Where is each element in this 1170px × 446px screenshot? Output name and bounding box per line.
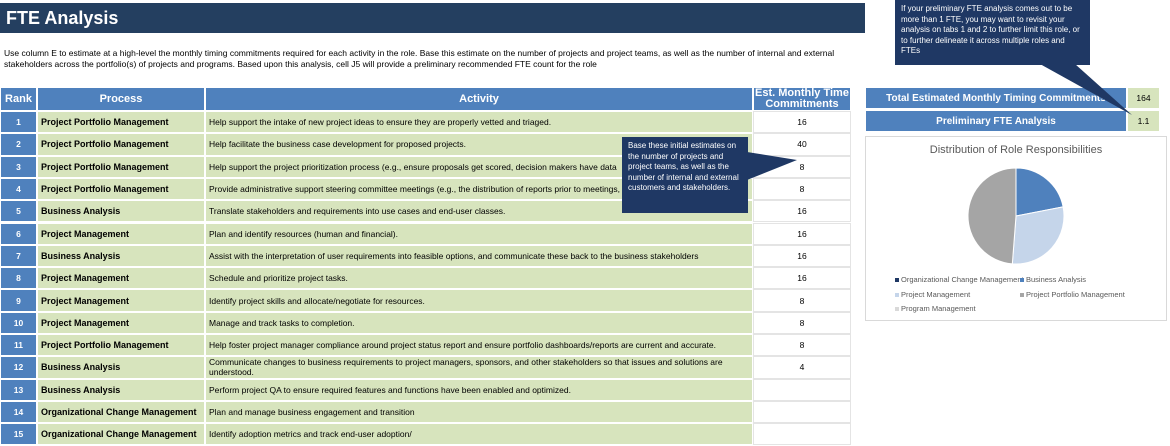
legend-swatch	[895, 293, 899, 297]
pie-chart: Distribution of Role Responsibilities Or…	[895, 144, 1126, 313]
commitment-cell	[753, 378, 851, 401]
activity-cell: Identify project skills and allocate/neg…	[205, 289, 753, 312]
callout: If your preliminary FTE analysis comes o…	[895, 0, 1090, 65]
activity-cell: Identify adoption metrics and track end-…	[205, 423, 753, 446]
commitment-cell: 8	[753, 334, 851, 357]
commitment-cell: 16	[753, 200, 851, 223]
process-cell: Project Management	[37, 289, 205, 312]
activity-cell: Help foster project manager compliance a…	[205, 334, 753, 357]
commitment-cell: 8	[753, 177, 851, 201]
title-bar: FTE Analysis	[0, 3, 865, 33]
commitment-cell: 16	[753, 267, 851, 290]
rank-cell: 7	[0, 244, 37, 268]
activity-cell: Assist with the interpretation of user r…	[205, 244, 753, 268]
process-cell: Project Portfolio Management	[37, 111, 205, 134]
process-cell: Business Analysis	[37, 244, 205, 268]
process-cell: Business Analysis	[37, 200, 205, 223]
rank-cell: 8	[0, 267, 37, 290]
process-cell: Business Analysis	[37, 378, 205, 401]
column-header: Activity	[205, 87, 753, 111]
summary-value: 1.1	[1127, 110, 1160, 132]
rank-cell: 3	[0, 155, 37, 178]
pie-slice	[1011, 206, 1065, 265]
rank-cell: 1	[0, 111, 37, 134]
legend-swatch	[895, 278, 899, 282]
legend-swatch	[895, 307, 899, 311]
rank-cell: 12	[0, 356, 37, 379]
commitment-cell: 8	[753, 311, 851, 334]
process-cell: Project Portfolio Management	[37, 334, 205, 357]
pie-slice	[1015, 167, 1064, 217]
commitment-cell: 4	[753, 356, 851, 379]
summary-label: Preliminary FTE Analysis	[865, 110, 1127, 132]
legend-label: Program Management	[901, 304, 977, 313]
rank-cell: 14	[0, 400, 37, 424]
activity-cell: Translate stakeholders and requirements …	[205, 200, 753, 223]
commitment-cell: 8	[753, 155, 851, 178]
activity-cell: Manage and track tasks to completion.	[205, 311, 753, 334]
commitment-cell: 16	[753, 244, 851, 268]
legend-label: Project Portfolio Management	[1026, 290, 1126, 299]
process-cell: Project Portfolio Management	[37, 155, 205, 178]
process-cell: Project Management	[37, 267, 205, 290]
process-cell: Organizational Change Management	[37, 423, 205, 446]
chart-title: Distribution of Role Responsibilities	[930, 144, 1103, 156]
rank-cell: 4	[0, 177, 37, 201]
process-cell: Business Analysis	[37, 356, 205, 379]
process-cell: Project Portfolio Management	[37, 133, 205, 156]
activity-cell: Help facilitate the business case develo…	[205, 133, 753, 156]
activity-cell: Provide administrative support steering …	[205, 177, 753, 201]
legend-swatch	[1020, 278, 1024, 282]
legend-label: Project Management	[901, 290, 971, 299]
chart-box: Distribution of Role Responsibilities Or…	[865, 136, 1167, 321]
activity-cell: Communicate changes to business requirem…	[205, 356, 753, 379]
process-cell: Project Management	[37, 222, 205, 245]
rank-cell: 13	[0, 378, 37, 401]
activity-cell: Schedule and prioritize project tasks.	[205, 267, 753, 290]
activity-cell: Perform project QA to ensure required fe…	[205, 378, 753, 401]
rank-cell: 10	[0, 311, 37, 334]
legend-label: Business Analysis	[1026, 275, 1086, 284]
column-header: Process	[37, 87, 205, 111]
commitment-cell: 40	[753, 133, 851, 156]
title: FTE Analysis	[6, 8, 119, 28]
callout: Base these initial estimates on the numb…	[622, 137, 748, 213]
activity-cell: Help support the intake of new project i…	[205, 111, 753, 134]
rank-cell: 6	[0, 222, 37, 245]
summary-value: 164	[1127, 87, 1160, 109]
rank-cell: 9	[0, 289, 37, 312]
process-cell: Organizational Change Management	[37, 400, 205, 424]
intro-text: Use column E to estimate at a high-level…	[4, 48, 835, 69]
rank-cell: 11	[0, 334, 37, 357]
process-cell: Project Management	[37, 311, 205, 334]
commitment-cell: 8	[753, 289, 851, 312]
legend-swatch	[1020, 293, 1024, 297]
column-header: Rank	[0, 87, 37, 111]
rank-cell: 15	[0, 423, 37, 446]
legend-label: Organizational Change Management	[901, 275, 1024, 284]
commitment-cell	[753, 400, 851, 424]
commitment-cell	[753, 423, 851, 446]
rank-cell: 2	[0, 133, 37, 156]
summary-label: Total Estimated Monthly Timing Commitmen…	[865, 87, 1127, 109]
column-header: Est. Monthly Time Commitments	[753, 87, 851, 111]
process-cell: Project Portfolio Management	[37, 177, 205, 201]
activity-cell: Plan and manage business engagement and …	[205, 400, 753, 424]
activity-cell: Plan and identify resources (human and f…	[205, 222, 753, 245]
pie-slice	[967, 167, 1017, 265]
rank-cell: 5	[0, 200, 37, 223]
commitment-cell: 16	[753, 111, 851, 134]
commitment-cell: 16	[753, 222, 851, 245]
